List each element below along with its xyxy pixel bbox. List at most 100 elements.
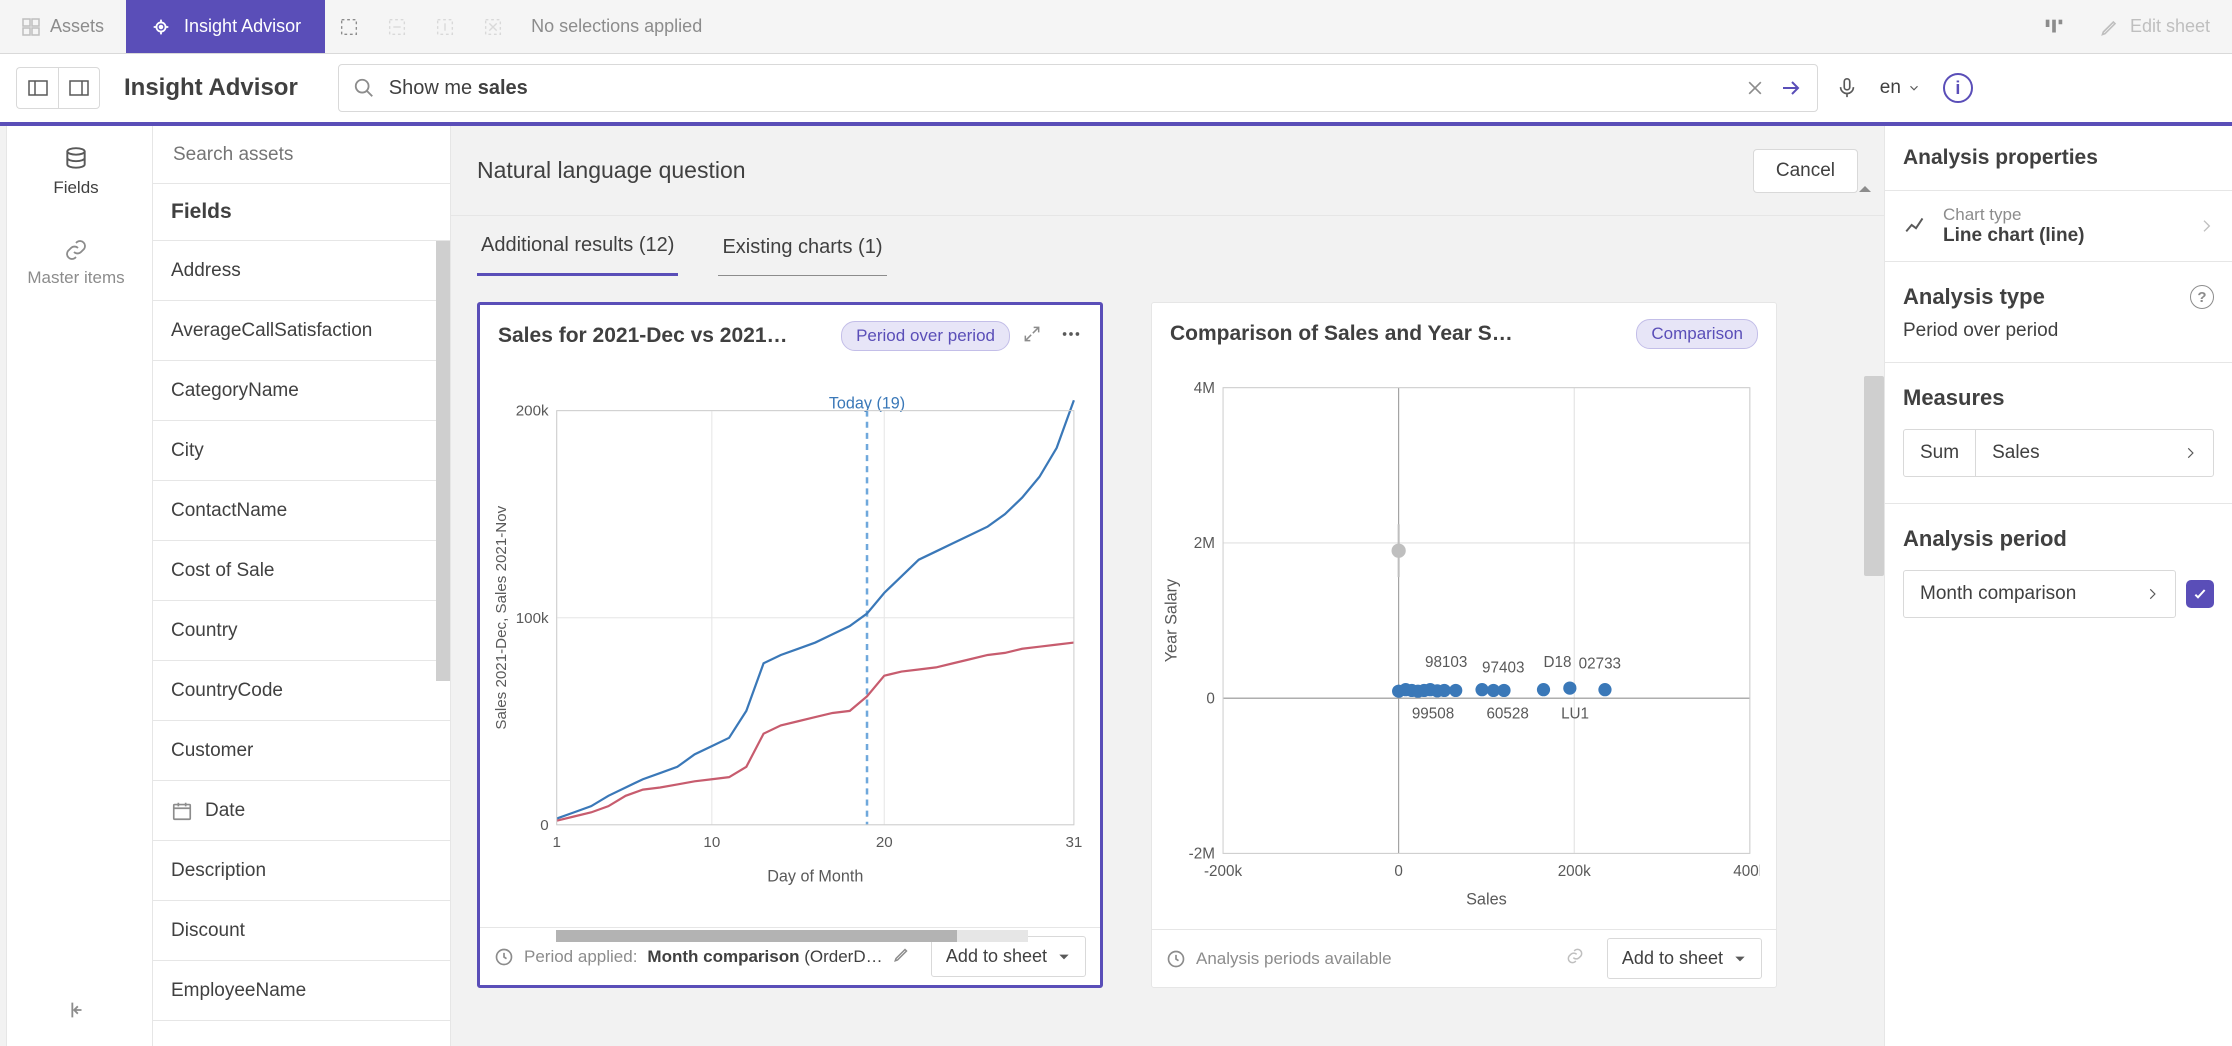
- card1-badge: Period over period: [841, 321, 1010, 351]
- asset-item[interactable]: Address: [153, 241, 450, 301]
- insight-advisor-button[interactable]: Insight Advisor: [126, 0, 325, 53]
- tab-existing[interactable]: Existing charts (1): [718, 220, 886, 276]
- clear-search-icon[interactable]: [1745, 78, 1765, 98]
- svg-text:Today (19): Today (19): [829, 395, 905, 413]
- prop-measures-header: Measures: [1885, 362, 2232, 421]
- svg-text:0: 0: [1206, 690, 1214, 707]
- submit-search-icon[interactable]: [1779, 76, 1803, 100]
- edit-sheet-label: Edit sheet: [2130, 16, 2210, 37]
- period-value: Month comparison: [1904, 571, 2129, 617]
- mic-icon[interactable]: [1836, 75, 1858, 101]
- clock-icon: [1166, 949, 1186, 969]
- asset-item[interactable]: Country: [153, 601, 450, 661]
- svg-text:02733: 02733: [1579, 656, 1621, 673]
- svg-text:LU1: LU1: [1561, 705, 1589, 722]
- card1-foot-bold: Month comparison: [647, 947, 799, 966]
- chevron-right-icon[interactable]: [2129, 571, 2175, 617]
- asset-item[interactable]: ContactName: [153, 481, 450, 541]
- collapse-icon: [65, 999, 87, 1021]
- asset-item[interactable]: City: [153, 421, 450, 481]
- selection-tool-4[interactable]: [469, 0, 517, 53]
- asset-item[interactable]: CountryCode: [153, 661, 450, 721]
- rail-master-label: Master items: [27, 268, 124, 288]
- asset-search-input[interactable]: [171, 143, 432, 167]
- chevron-down-icon: [1057, 950, 1071, 964]
- card1-add-sheet[interactable]: Add to sheet: [931, 936, 1086, 977]
- asset-item[interactable]: EmployeeName: [153, 961, 450, 1021]
- insight-app-bar: Insight Advisor Show me sales en i: [0, 54, 2232, 126]
- result-card-2[interactable]: Comparison of Sales and Year S… Comparis…: [1151, 302, 1777, 988]
- svg-text:1: 1: [552, 834, 560, 851]
- asset-item[interactable]: Cost of Sale: [153, 541, 450, 601]
- svg-text:Day of Month: Day of Month: [767, 867, 863, 885]
- line-chart: 0100k200k1102031Today (19)Day of MonthSa…: [488, 373, 1084, 921]
- language-selector[interactable]: en: [1880, 77, 1921, 99]
- search-text[interactable]: Show me sales: [389, 77, 1731, 100]
- result-card-1[interactable]: Sales for 2021-Dec vs 2021… Period over …: [477, 302, 1103, 988]
- toggle-right-panel[interactable]: [58, 67, 100, 109]
- tab-additional[interactable]: Additional results (12): [477, 218, 678, 276]
- asset-list: AddressAverageCallSatisfactionCategoryNa…: [153, 241, 450, 1046]
- selections-tool-right[interactable]: [2030, 0, 2078, 53]
- measure-row[interactable]: Sum Sales: [1903, 429, 2214, 477]
- svg-text:100k: 100k: [516, 610, 549, 627]
- chevron-right-icon[interactable]: [2167, 430, 2213, 476]
- link-period-icon[interactable]: [1565, 946, 1585, 971]
- edit-period-icon[interactable]: [893, 945, 911, 968]
- clock-icon: [494, 947, 514, 967]
- prop-chart-type[interactable]: Chart type Line chart (line): [1885, 190, 2232, 261]
- assets-button[interactable]: Assets: [0, 0, 126, 53]
- svg-text:200k: 200k: [1558, 863, 1591, 880]
- measure-agg[interactable]: Sum: [1904, 430, 1976, 476]
- svg-text:-200k: -200k: [1204, 863, 1243, 880]
- results-area: Natural language question Cancel Additio…: [451, 126, 1884, 1046]
- collapse-results-icon[interactable]: [1856, 180, 1882, 206]
- selection-tool-2[interactable]: [373, 0, 421, 53]
- measure-field: Sales: [1976, 430, 2167, 476]
- more-icon[interactable]: [1060, 323, 1082, 350]
- period-checkbox[interactable]: [2186, 580, 2214, 608]
- asset-scrollbar[interactable]: [436, 241, 450, 1046]
- svg-text:97403: 97403: [1482, 660, 1524, 677]
- svg-text:200k: 200k: [516, 403, 549, 420]
- asset-item[interactable]: Discount: [153, 901, 450, 961]
- results-scrollbar[interactable]: [1864, 276, 1884, 1046]
- chevron-right-icon: [2198, 218, 2214, 234]
- asset-item[interactable]: Customer: [153, 721, 450, 781]
- help-analysis-type-icon[interactable]: ?: [2190, 285, 2214, 309]
- card2-foot-label: Analysis periods available: [1196, 949, 1392, 969]
- app-title: Insight Advisor: [124, 74, 298, 102]
- card1-foot-label: Period applied:: [524, 947, 637, 967]
- asset-item[interactable]: Description: [153, 841, 450, 901]
- asset-item[interactable]: AverageCallSatisfaction: [153, 301, 450, 361]
- selection-tool-1[interactable]: [325, 0, 373, 53]
- asset-search[interactable]: [153, 126, 450, 184]
- line-chart-icon: [1903, 213, 1929, 239]
- toggle-left-panel[interactable]: [16, 67, 58, 109]
- assets-label: Assets: [50, 16, 104, 37]
- no-selections-label: No selections applied: [531, 16, 702, 37]
- asset-item[interactable]: CategoryName: [153, 361, 450, 421]
- asset-item[interactable]: Date: [153, 781, 450, 841]
- pencil-icon: [2100, 17, 2120, 37]
- rail-fields[interactable]: Fields: [0, 126, 152, 218]
- svg-text:31: 31: [1065, 834, 1082, 851]
- expand-icon[interactable]: [1022, 324, 1042, 349]
- svg-text:4M: 4M: [1194, 380, 1215, 397]
- chart1-hscroll[interactable]: [556, 930, 1028, 942]
- card1-foot-paren: (OrderD…: [804, 947, 882, 966]
- rail-fields-label: Fields: [53, 178, 98, 198]
- help-icon[interactable]: i: [1943, 73, 1973, 103]
- selection-tool-3[interactable]: [421, 0, 469, 53]
- scatter-chart: -2M02M4M-200k0200k400k9810397403D1802733…: [1160, 371, 1760, 923]
- insight-label: Insight Advisor: [184, 16, 301, 37]
- edit-sheet-button[interactable]: Edit sheet: [2078, 0, 2232, 53]
- period-row[interactable]: Month comparison: [1903, 570, 2176, 618]
- svg-text:99508: 99508: [1412, 705, 1454, 722]
- props-title: Analysis properties: [1885, 126, 2232, 190]
- rail-collapse[interactable]: [65, 979, 87, 1046]
- nlq-search-box[interactable]: Show me sales: [338, 64, 1818, 112]
- cancel-button[interactable]: Cancel: [1753, 149, 1858, 193]
- rail-master-items[interactable]: Master items: [0, 218, 152, 308]
- card2-add-sheet[interactable]: Add to sheet: [1607, 938, 1762, 979]
